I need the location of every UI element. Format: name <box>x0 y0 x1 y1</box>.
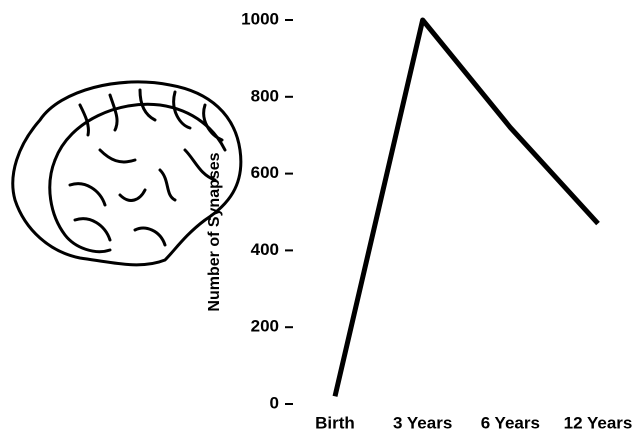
chart: Number of Synapses 0 200 400 600 800 1000 Birt… <box>0 0 634 438</box>
data-line <box>335 20 598 396</box>
y-tick-label: 200 <box>251 317 279 336</box>
y-axis-label: Number of Synapses <box>206 152 223 311</box>
y-tick-label: 800 <box>251 86 279 105</box>
x-tick-label: Birth <box>315 413 355 432</box>
y-tick-label: 400 <box>251 240 279 259</box>
x-tick-label: 12 Years <box>564 413 633 432</box>
y-tick-label: 0 <box>270 393 279 412</box>
x-tick-label: 3 Years <box>393 413 452 432</box>
y-tick-label: 1000 <box>241 9 279 28</box>
x-tick-label: 6 Years <box>481 413 540 432</box>
y-tick-label: 600 <box>251 163 279 182</box>
